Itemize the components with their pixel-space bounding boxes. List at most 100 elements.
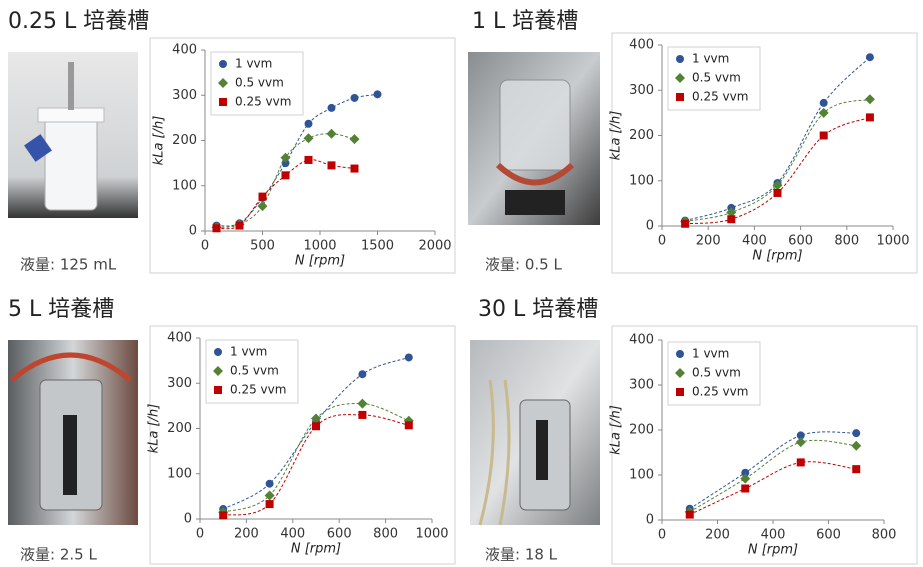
point <box>265 479 274 488</box>
x-tick-label: 200 <box>234 527 259 542</box>
photo <box>470 340 600 526</box>
point <box>741 484 750 493</box>
point <box>235 221 244 230</box>
point <box>851 440 862 451</box>
point <box>676 388 684 396</box>
panel-title: 1 L 培養槽 <box>472 9 578 34</box>
photo <box>468 52 600 225</box>
x-tick-label: 400 <box>280 527 305 542</box>
point <box>796 458 805 467</box>
point <box>350 164 359 173</box>
point <box>726 207 737 218</box>
point <box>327 103 336 112</box>
x-axis-label: N [rpm] <box>291 542 341 557</box>
point <box>852 465 861 474</box>
y-axis-label: kLa [/h] <box>609 111 624 161</box>
x-tick-label: 0 <box>658 528 666 543</box>
y-tick-label: 200 <box>167 421 192 436</box>
y-tick-label: 400 <box>629 38 654 53</box>
legend-label: 0.5 vvm <box>692 71 741 85</box>
point <box>796 431 805 440</box>
point <box>685 510 694 519</box>
point <box>280 152 291 163</box>
legend-label: 0.25 vvm <box>230 383 286 397</box>
point <box>349 134 360 145</box>
photo <box>8 52 138 218</box>
y-tick-label: 0 <box>189 224 197 239</box>
volume-caption: 液量: 125 mL <box>20 256 117 274</box>
x-tick-label: 200 <box>696 234 721 249</box>
legend-label: 0.25 vvm <box>692 90 748 104</box>
x-tick-label: 1000 <box>876 234 909 249</box>
point <box>864 94 875 105</box>
point <box>258 192 267 201</box>
point <box>303 133 314 144</box>
point <box>819 131 828 140</box>
point <box>219 60 227 68</box>
point <box>865 53 874 62</box>
point <box>675 73 685 83</box>
point <box>218 78 228 88</box>
x-tick-label: 800 <box>872 528 897 543</box>
point <box>773 188 782 197</box>
y-axis-label: kLa [/h] <box>147 404 162 454</box>
y-tick-label: 0 <box>184 512 192 527</box>
x-tick-label: 0 <box>658 234 666 249</box>
point <box>727 215 736 224</box>
point <box>304 155 313 164</box>
x-tick-label: 2000 <box>418 239 451 254</box>
y-tick-label: 100 <box>629 468 654 483</box>
chart-frame <box>611 32 918 274</box>
chart-frame <box>149 325 456 565</box>
x-tick-label: 600 <box>816 528 841 543</box>
y-tick-label: 200 <box>629 423 654 438</box>
point <box>740 473 751 484</box>
y-tick-label: 100 <box>172 178 197 193</box>
point <box>373 90 382 99</box>
legend-label: 1 vvm <box>235 57 272 71</box>
x-tick-label: 400 <box>742 234 767 249</box>
trend-line <box>689 461 857 516</box>
y-tick-label: 300 <box>167 376 192 391</box>
panel-title: 0.25 L 培養槽 <box>8 9 149 34</box>
trend-line <box>223 414 409 516</box>
legend-label: 0.5 vvm <box>692 366 741 380</box>
y-tick-label: 400 <box>167 331 192 346</box>
point <box>265 500 274 509</box>
point <box>257 201 268 212</box>
photo <box>8 340 138 525</box>
y-tick-label: 200 <box>629 128 654 143</box>
trend-line <box>216 159 355 230</box>
volume-caption: 液量: 18 L <box>485 546 558 564</box>
legend-label: 1 vvm <box>230 345 267 359</box>
volume-caption: 液量: 0.5 L <box>485 256 562 274</box>
point <box>358 370 367 379</box>
point <box>818 107 829 118</box>
point <box>865 113 874 122</box>
x-axis-label: N [rpm] <box>748 543 798 558</box>
point <box>212 224 221 233</box>
point <box>819 98 828 107</box>
x-tick-label: 600 <box>327 527 352 542</box>
y-tick-label: 400 <box>172 43 197 58</box>
y-axis-label: kLa [/h] <box>152 116 167 166</box>
legend-label: 0.5 vvm <box>230 364 279 378</box>
point <box>219 98 227 106</box>
point <box>795 437 806 448</box>
y-tick-label: 200 <box>172 133 197 148</box>
point <box>772 180 783 191</box>
point <box>264 490 275 501</box>
y-tick-label: 100 <box>167 466 192 481</box>
trend-line <box>685 98 871 222</box>
point <box>358 410 367 419</box>
point <box>326 128 337 139</box>
point <box>304 119 313 128</box>
point <box>681 219 690 228</box>
point <box>311 413 321 424</box>
trend-line <box>685 116 871 225</box>
panel-title: 30 L 培養槽 <box>478 297 598 322</box>
point <box>676 350 684 358</box>
trend-line <box>689 431 857 510</box>
chart-frame <box>611 325 918 565</box>
